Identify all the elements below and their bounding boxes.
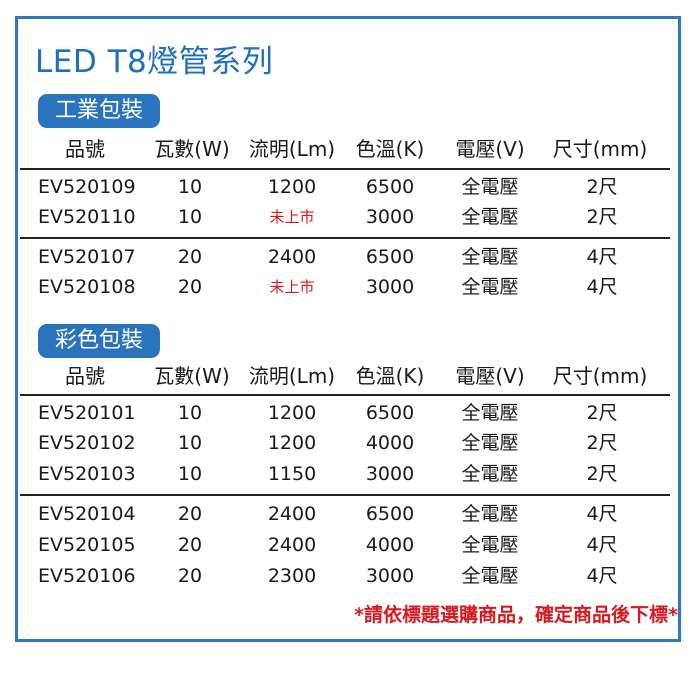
voltage: 全電壓 — [461, 246, 519, 268]
header-product-code: 品號 — [65, 137, 105, 161]
header-lumen: 流明(Lm) — [248, 364, 336, 388]
lumen: 2400 — [267, 503, 317, 525]
purchase-note: *請依標題選購商品，確定商品後下標* — [354, 604, 678, 626]
color-temp: 3000 — [365, 463, 415, 485]
header-wattage: 瓦數(W) — [154, 364, 230, 388]
size: 2尺 — [586, 432, 618, 454]
product-code: EV520110 — [38, 206, 136, 228]
header-product-code: 品號 — [65, 364, 105, 388]
voltage: 全電壓 — [461, 432, 519, 454]
header-color-temp: 色溫(K) — [355, 364, 425, 388]
lumen: 1150 — [267, 463, 317, 485]
table-divider — [20, 494, 670, 496]
size: 4尺 — [586, 534, 618, 556]
wattage: 20 — [177, 503, 203, 525]
product-code: EV520103 — [38, 463, 136, 485]
table-row: EV520107 20 2400 6500 全電壓 4尺 — [20, 242, 670, 272]
voltage: 全電壓 — [461, 534, 519, 556]
product-code: EV520104 — [38, 503, 136, 525]
wattage: 10 — [177, 176, 203, 198]
size: 2尺 — [586, 402, 618, 424]
color-temp: 6500 — [365, 176, 415, 198]
header-voltage: 電壓(V) — [455, 364, 525, 388]
lumen: 2300 — [267, 565, 317, 587]
voltage: 全電壓 — [461, 503, 519, 525]
lumen: 1200 — [267, 176, 317, 198]
product-code: EV520109 — [38, 176, 136, 198]
header-color-temp: 色溫(K) — [355, 137, 425, 161]
wattage: 20 — [177, 534, 203, 556]
voltage: 全電壓 — [461, 463, 519, 485]
voltage: 全電壓 — [461, 176, 519, 198]
voltage: 全電壓 — [461, 565, 519, 587]
size: 2尺 — [586, 176, 618, 198]
lumen: 2400 — [267, 534, 317, 556]
header-size: 尺寸(mm) — [552, 364, 648, 388]
product-code: EV520108 — [38, 276, 136, 298]
header-lumen: 流明(Lm) — [248, 137, 336, 161]
product-code: EV520105 — [38, 534, 136, 556]
table-row: EV520105 20 2400 4000 全電壓 4尺 — [20, 530, 670, 560]
wattage: 20 — [177, 246, 203, 268]
table-row: EV520102 10 1200 4000 全電壓 2尺 — [20, 428, 670, 458]
table-row: EV520101 10 1200 6500 全電壓 2尺 — [20, 398, 670, 428]
product-code: EV520107 — [38, 246, 136, 268]
table-divider — [20, 237, 670, 239]
color-temp: 3000 — [365, 565, 415, 587]
color-temp: 4000 — [365, 534, 415, 556]
lumen: 1200 — [267, 432, 317, 454]
header-voltage: 電壓(V) — [455, 137, 525, 161]
header-wattage: 瓦數(W) — [154, 137, 230, 161]
voltage: 全電壓 — [461, 276, 519, 298]
product-code: EV520101 — [38, 402, 136, 424]
section-badge-color: 彩色包裝 — [38, 324, 160, 358]
size: 4尺 — [586, 276, 618, 298]
lumen: 1200 — [267, 402, 317, 424]
wattage: 20 — [177, 276, 203, 298]
lumen-not-released: 未上市 — [269, 278, 315, 296]
color-temp: 6500 — [365, 402, 415, 424]
wattage: 10 — [177, 206, 203, 228]
lumen: 2400 — [267, 246, 317, 268]
color-temp: 3000 — [365, 276, 415, 298]
table-row: EV520109 10 1200 6500 全電壓 2尺 — [20, 172, 670, 202]
size: 4尺 — [586, 246, 618, 268]
wattage: 10 — [177, 463, 203, 485]
page-frame — [15, 16, 681, 642]
voltage: 全電壓 — [461, 206, 519, 228]
color-temp: 6500 — [365, 503, 415, 525]
wattage: 10 — [177, 432, 203, 454]
table-row: EV520106 20 2300 3000 全電壓 4尺 — [20, 561, 670, 591]
table-divider — [20, 168, 670, 170]
color-temp: 6500 — [365, 246, 415, 268]
size: 2尺 — [586, 206, 618, 228]
voltage: 全電壓 — [461, 402, 519, 424]
section-badge-industrial: 工業包裝 — [38, 94, 160, 128]
table-row: EV520108 20 未上市 3000 全電壓 4尺 — [20, 272, 670, 302]
product-code: EV520102 — [38, 432, 136, 454]
product-code: EV520106 — [38, 565, 136, 587]
table-row: EV520110 10 未上市 3000 全電壓 2尺 — [20, 202, 670, 232]
wattage: 10 — [177, 402, 203, 424]
wattage: 20 — [177, 565, 203, 587]
table-header-industrial: 品號 瓦數(W) 流明(Lm) 色溫(K) 電壓(V) 尺寸(mm) — [20, 134, 670, 164]
table-row: EV520104 20 2400 6500 全電壓 4尺 — [20, 499, 670, 529]
lumen-not-released: 未上市 — [269, 208, 315, 226]
size: 4尺 — [586, 565, 618, 587]
size: 4尺 — [586, 503, 618, 525]
table-header-color: 品號 瓦數(W) 流明(Lm) 色溫(K) 電壓(V) 尺寸(mm) — [20, 361, 670, 391]
page-title: LED T8燈管系列 — [35, 44, 274, 80]
header-size: 尺寸(mm) — [552, 137, 648, 161]
size: 2尺 — [586, 463, 618, 485]
color-temp: 3000 — [365, 206, 415, 228]
table-divider — [20, 394, 670, 396]
table-row: EV520103 10 1150 3000 全電壓 2尺 — [20, 459, 670, 489]
color-temp: 4000 — [365, 432, 415, 454]
